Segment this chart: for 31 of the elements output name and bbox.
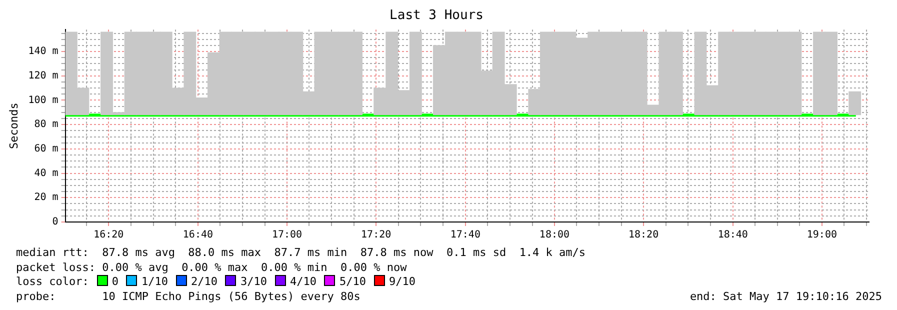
y-tick-label: 140 m [28, 46, 58, 58]
text: 1/10 [141, 275, 168, 288]
y-tick-label: 80 m [34, 119, 58, 130]
x-tick-label: 17:40 [450, 230, 480, 241]
text: 9/10 [388, 275, 416, 288]
x-tick-label: 16:40 [182, 230, 214, 241]
y-tick-label: 100 m [28, 94, 58, 106]
y-tick-label: 20 m [34, 192, 58, 204]
text: 3/10 [240, 275, 267, 288]
x-tick-label: 17:00 [272, 230, 302, 241]
x-tick-label: 18:40 [718, 230, 748, 241]
text: 2/10 [190, 275, 218, 288]
text: 0 [112, 275, 118, 288]
text: probe: 10 ICMP Echo Pings (56 Bytes) every 80s [16, 290, 360, 302]
y-axis-title: Seconds [7, 102, 20, 149]
y-tick-label: 60 m [34, 144, 58, 155]
y-tick-label: 0 [52, 216, 58, 228]
text: median rtt: 87.8 ms avg 88.0 ms max 87.7 ms min 87.8 ms now 0.1 ms sd 1.4 k am/s [16, 246, 586, 259]
x-tick-label: 18:00 [539, 230, 570, 241]
y-tick-label: 120 m [28, 70, 58, 82]
chart-title: Last 3 Hours [390, 8, 484, 24]
text: 4/10 [290, 275, 316, 288]
text: loss color: [16, 275, 89, 288]
text: packet loss: 0.00 % avg 0.00 % max 0.00 % min 0.00 % now [16, 260, 407, 274]
x-tick-label: 16:20 [94, 230, 124, 241]
x-tick-label: 19:00 [806, 230, 837, 241]
y-tick-label: 40 m [34, 168, 58, 179]
x-tick-label: 17:20 [361, 230, 392, 241]
text: 5/10 [339, 275, 366, 288]
x-tick-label: 18:20 [628, 230, 659, 241]
text: end: Sat May 17 19:10:16 2025 [690, 290, 882, 302]
